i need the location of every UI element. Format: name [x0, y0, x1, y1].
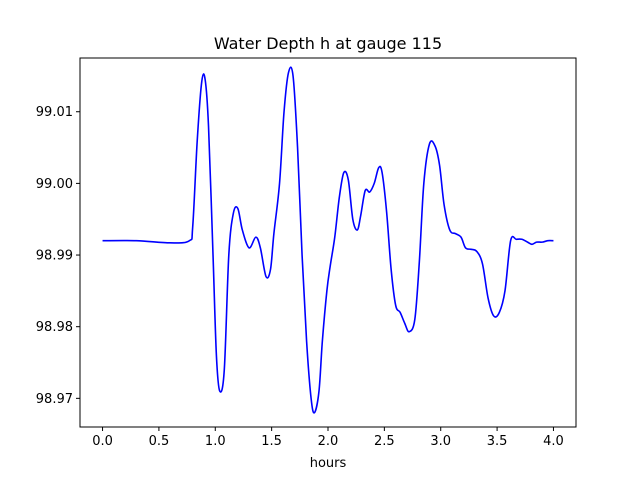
x-axis-label: hours: [310, 456, 347, 471]
x-tick-label: 2.0: [318, 434, 339, 449]
x-tick-label: 4.0: [543, 434, 564, 449]
chart-title: Water Depth h at gauge 115: [214, 34, 442, 53]
series-line-0: [102, 66, 554, 414]
y-tick-label: 98.99: [36, 249, 73, 264]
x-tick-label: 3.5: [487, 434, 508, 449]
y-tick-label: 99.01: [36, 105, 73, 120]
x-tick-label: 0.5: [149, 434, 170, 449]
axes: 0.0 0.5 1.0 1.5 2.0 2.5 3.0 3.5 4.0 98.97 98.98 98.…: [36, 57, 577, 449]
x-tick-label: 1.5: [261, 434, 282, 449]
x-tick-label: 3.0: [430, 434, 451, 449]
y-tick-label: 99.00: [36, 177, 73, 192]
y-tick-label: 98.97: [36, 392, 73, 407]
plot-area: [102, 66, 554, 414]
y-tick-label: 98.98: [36, 320, 73, 335]
x-tick-label: 1.0: [205, 434, 226, 449]
x-tick-label: 2.5: [374, 434, 395, 449]
x-tick-label: 0.0: [92, 434, 113, 449]
